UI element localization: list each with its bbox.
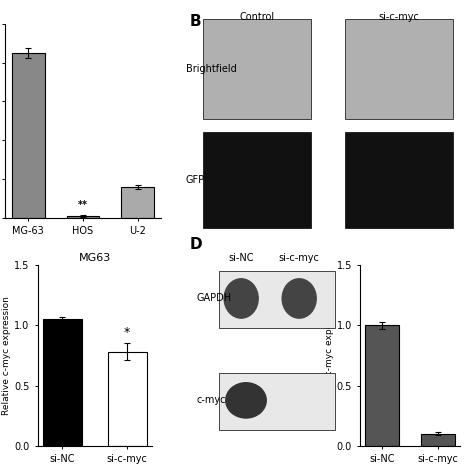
Text: si-NC: si-NC	[228, 253, 254, 263]
Bar	[203, 132, 311, 228]
Bar	[108, 352, 146, 446]
Bar	[421, 434, 455, 446]
Text: GFP: GFP	[186, 175, 205, 185]
Text: D: D	[190, 237, 202, 252]
Bar	[365, 326, 399, 446]
Bar	[219, 271, 335, 328]
Y-axis label: Relative c-myc expression: Relative c-myc expression	[325, 296, 334, 415]
Ellipse shape	[225, 382, 267, 419]
Ellipse shape	[282, 278, 317, 319]
Bar	[121, 187, 154, 218]
Ellipse shape	[223, 278, 259, 319]
Text: Brightfield: Brightfield	[186, 64, 237, 73]
Text: B: B	[190, 14, 201, 29]
Bar	[66, 216, 100, 218]
Title: MG63: MG63	[79, 253, 111, 263]
Text: si-c-myc: si-c-myc	[379, 12, 419, 22]
Bar	[345, 18, 453, 118]
Text: GAPDH: GAPDH	[196, 293, 231, 303]
Bar	[345, 132, 453, 228]
Text: *: *	[124, 326, 130, 339]
Bar	[43, 319, 82, 446]
Y-axis label: Relative c-myc expression: Relative c-myc expression	[2, 296, 11, 415]
Text: si-c-myc: si-c-myc	[279, 253, 319, 263]
Text: c-myc: c-myc	[196, 395, 226, 405]
Bar	[203, 18, 311, 118]
Bar	[219, 373, 335, 430]
Text: Control: Control	[239, 12, 274, 22]
Bar	[12, 53, 45, 218]
Text: **: **	[78, 200, 88, 210]
